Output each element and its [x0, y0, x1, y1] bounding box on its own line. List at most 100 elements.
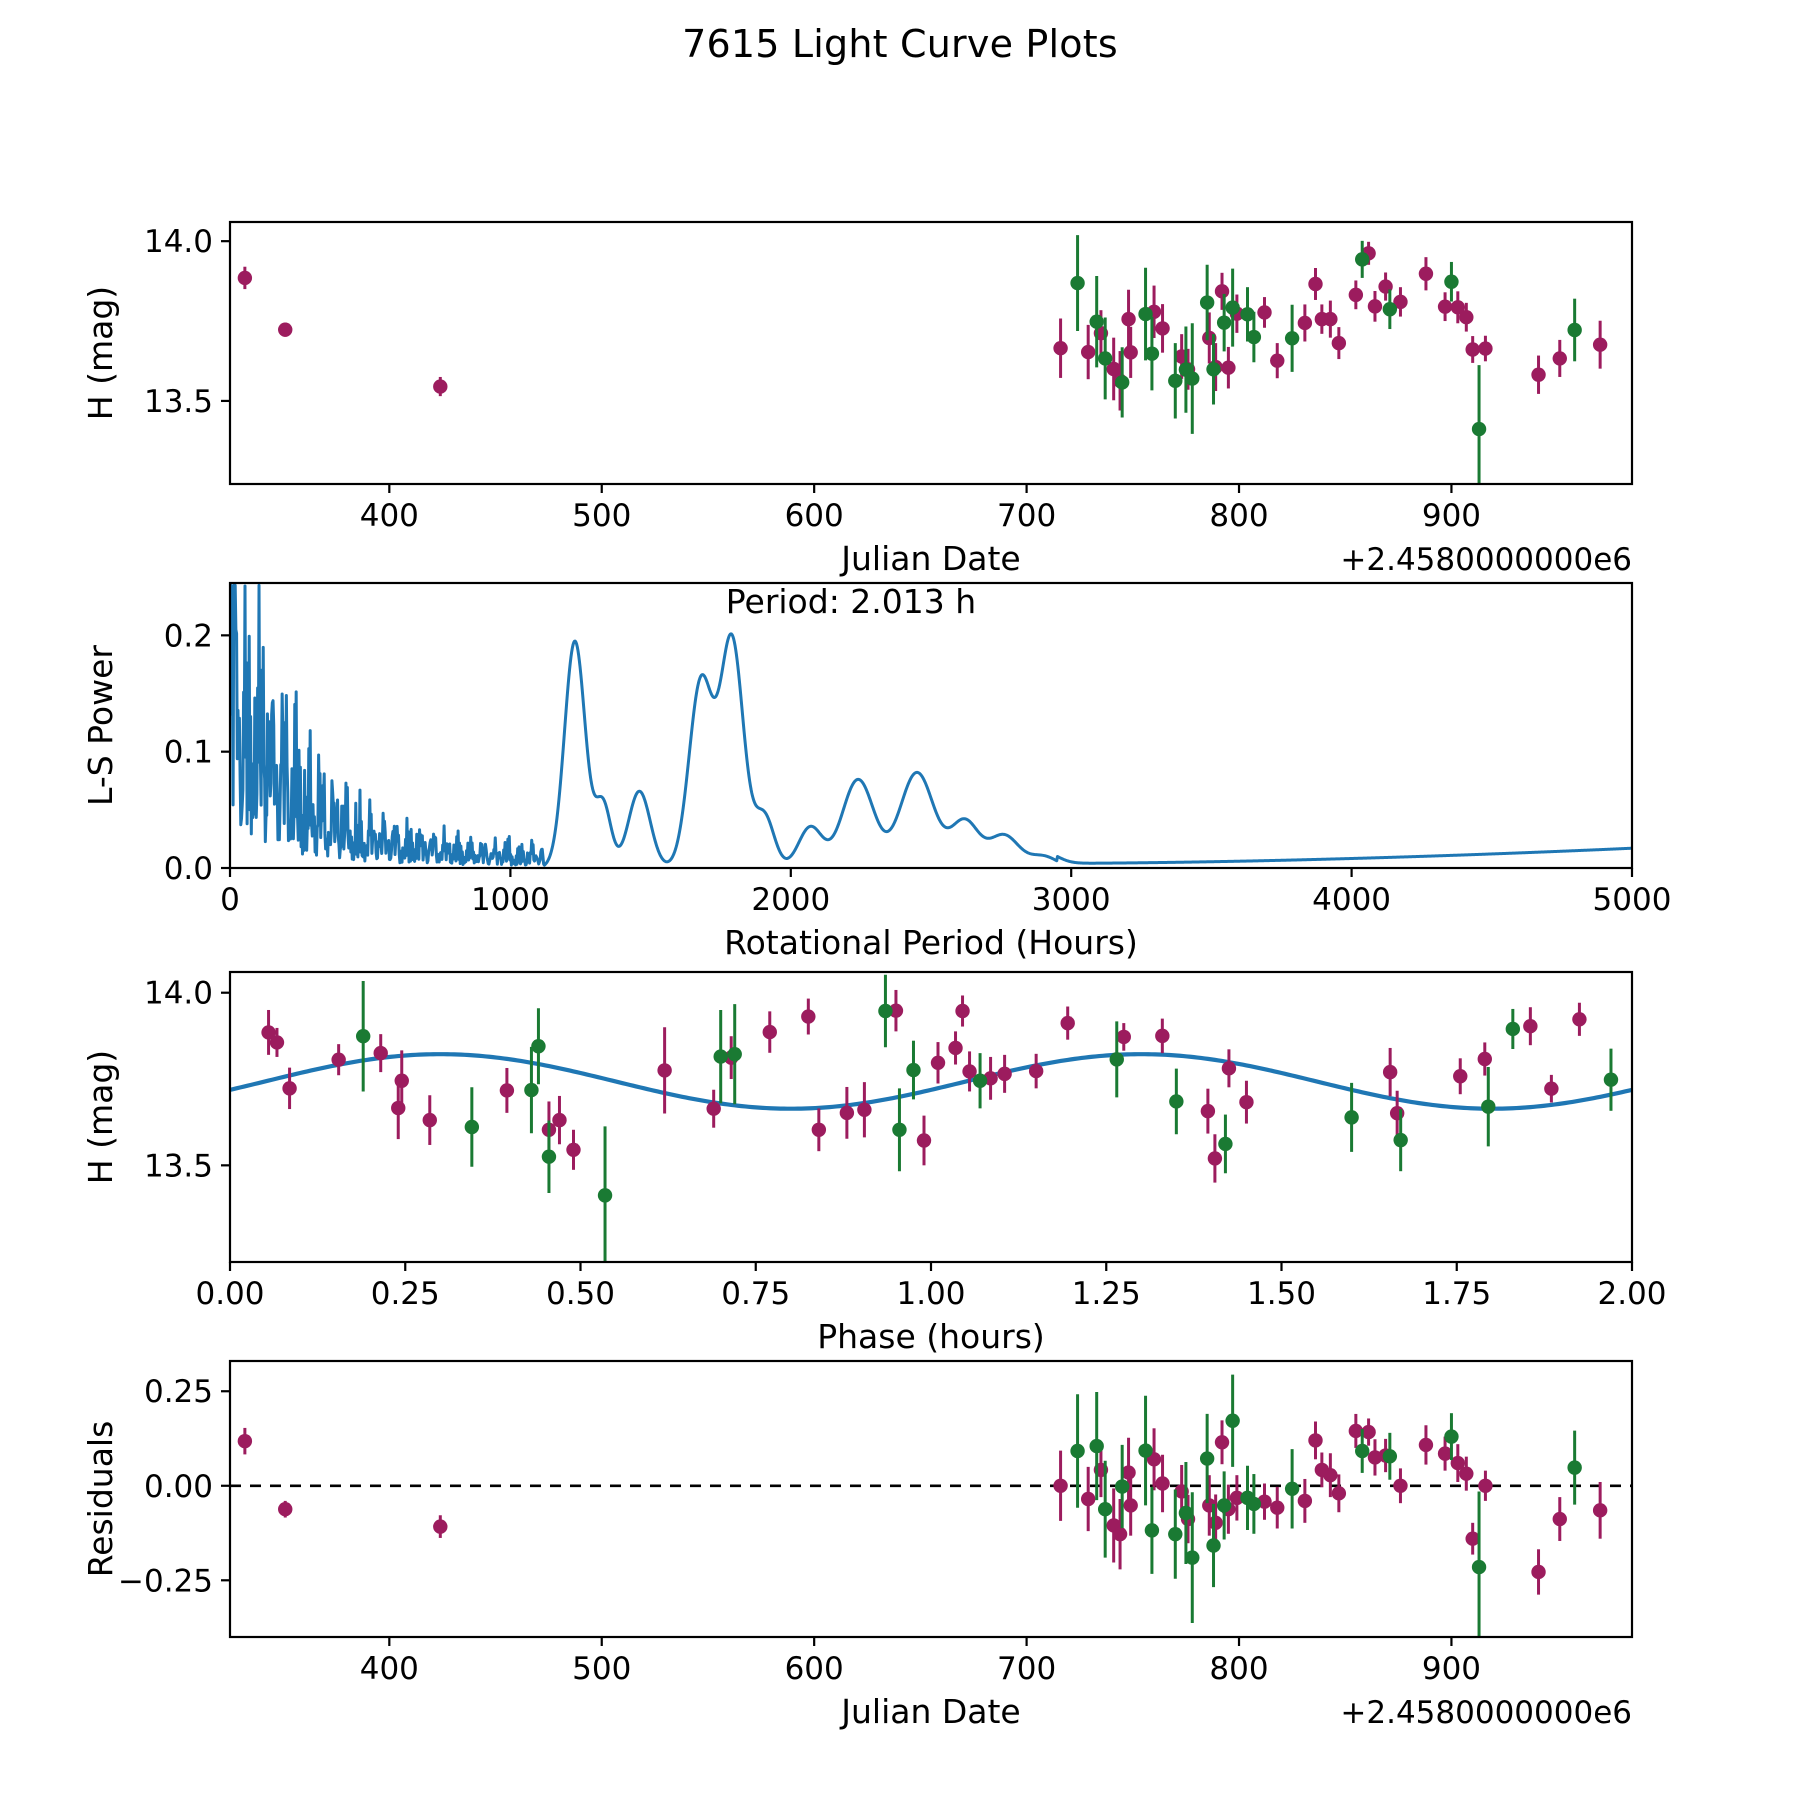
data-point — [1355, 1443, 1370, 1459]
series-series_a-light-curve — [237, 241, 1608, 411]
data-point — [1155, 321, 1170, 336]
x-tick-label: 500 — [572, 1651, 631, 1687]
x-tick-label: 800 — [1209, 498, 1268, 534]
x-axis-label: Julian Date — [839, 1692, 1021, 1731]
data-point — [1367, 299, 1383, 314]
data-point — [1053, 341, 1068, 356]
data-point — [713, 1049, 728, 1064]
x-tick-label: 4000 — [1312, 882, 1391, 918]
data-point — [1097, 1502, 1113, 1517]
data-point — [278, 1502, 293, 1517]
data-point — [1323, 1467, 1338, 1483]
data-point — [916, 1133, 932, 1148]
y-tick-label: 13.5 — [144, 1148, 213, 1184]
data-point — [1206, 362, 1221, 377]
data-point — [1297, 1493, 1313, 1509]
panel-phase-folded: 0.00 0.25 0.50 0.75 1.00 1.25 1.50 1.75 2.00 13.5… — [81, 970, 1667, 1356]
data-point — [1389, 1106, 1405, 1121]
data-point — [1257, 305, 1272, 320]
data-point — [1465, 342, 1480, 357]
data-point — [1382, 1449, 1398, 1464]
data-point — [1138, 1443, 1153, 1458]
data-point — [1207, 1151, 1223, 1166]
data-point — [1552, 351, 1567, 366]
data-point — [1221, 360, 1236, 375]
series-series_a-residuals — [237, 1413, 1608, 1595]
x-tick-label: 400 — [360, 1651, 419, 1687]
data-point — [955, 1003, 970, 1019]
data-point — [1070, 1443, 1085, 1459]
data-point — [1437, 299, 1453, 314]
panel-periodogram: 0 1000 2000 3000 4000 5000 0.0 0.1 0.2 Rotational… — [81, 581, 1672, 962]
data-point — [1239, 1094, 1254, 1110]
data-point — [394, 1073, 409, 1088]
data-point — [948, 1040, 963, 1056]
y-axis-label: H (mag) — [81, 1050, 120, 1184]
axes-frame-light-curve — [228, 220, 1634, 486]
data-point — [1138, 306, 1153, 322]
axes-frame-periodogram — [228, 581, 1634, 870]
data-point — [1450, 300, 1466, 315]
data-point — [1214, 284, 1230, 299]
x-tick-label: 0.50 — [546, 1276, 615, 1312]
data-point — [1089, 1438, 1104, 1454]
periodogram-curve — [230, 583, 1632, 867]
x-tick-label: 700 — [997, 1651, 1056, 1687]
plot-area-phase-folded — [230, 974, 1632, 1262]
data-point — [1367, 1450, 1383, 1465]
data-point — [1214, 1435, 1230, 1450]
x-tick-label: 800 — [1209, 1651, 1268, 1687]
x-tick-label: 0.75 — [721, 1276, 790, 1312]
data-point — [1331, 335, 1347, 351]
data-point — [269, 1035, 285, 1050]
x-axis-offset-text: +2.4580000000e6 — [1340, 542, 1632, 578]
data-point — [1155, 1028, 1170, 1044]
data-point — [261, 1025, 276, 1040]
data-point — [1284, 331, 1300, 346]
data-point — [1444, 274, 1459, 289]
x-tick-label: 5000 — [1593, 882, 1672, 918]
data-point — [1218, 1136, 1233, 1152]
data-point — [1221, 1061, 1237, 1076]
panel-residuals: 400 500 600 700 800 900 −0.25 0.00 0.25 Julian Da… — [81, 1359, 1634, 1731]
data-point — [1112, 1526, 1128, 1542]
series-series_b-residuals — [1070, 1374, 1582, 1637]
data-point — [1478, 341, 1493, 356]
x-tick-label: 1.00 — [896, 1276, 965, 1312]
data-point — [1450, 1455, 1466, 1471]
data-point — [1308, 276, 1323, 292]
data-point — [1567, 1460, 1582, 1475]
x-tick-label: 2000 — [751, 882, 830, 918]
data-point — [433, 379, 448, 394]
data-point — [1208, 1515, 1223, 1531]
data-point — [1348, 1423, 1364, 1439]
x-axis-label: Phase (hours) — [817, 1317, 1045, 1356]
data-point — [1116, 1029, 1131, 1045]
data-point — [1206, 1538, 1221, 1553]
data-point — [1471, 1559, 1487, 1575]
y-tick-label: 0.1 — [164, 735, 213, 771]
data-point — [1308, 1433, 1323, 1448]
axes-frame-residuals — [228, 1359, 1634, 1639]
x-axis-label: Julian Date — [839, 539, 1021, 578]
data-point — [433, 1519, 448, 1534]
data-point — [906, 1062, 921, 1078]
y-tick-label: 13.5 — [144, 384, 213, 420]
data-point — [278, 322, 293, 337]
data-point — [499, 1083, 515, 1098]
data-point — [566, 1142, 581, 1158]
data-point — [888, 1003, 904, 1018]
data-point — [331, 1052, 346, 1067]
data-point — [1185, 1550, 1200, 1565]
data-point — [391, 1100, 406, 1116]
data-point — [237, 270, 253, 286]
data-point — [1199, 295, 1215, 310]
plot-area-periodogram — [230, 583, 1632, 867]
x-tick-label: 0.25 — [371, 1276, 440, 1312]
data-point — [1097, 351, 1113, 366]
data-point — [1270, 1500, 1285, 1515]
y-tick-label: 0.0 — [164, 851, 213, 887]
data-point — [1481, 1099, 1496, 1114]
data-point — [1471, 421, 1487, 437]
